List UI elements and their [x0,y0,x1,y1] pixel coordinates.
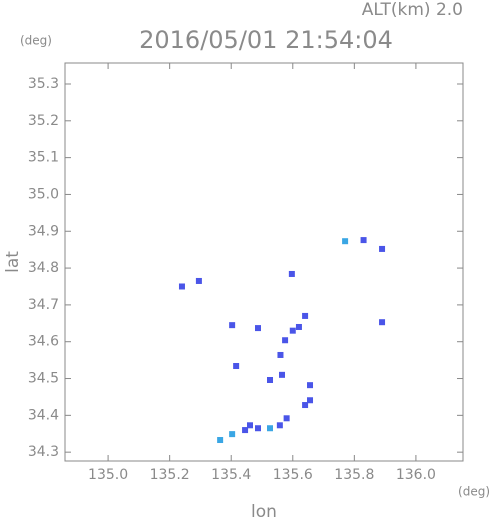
x-axis-label: lon [251,502,277,521]
y-tick-label: 35.2 [28,113,59,129]
y-tick-label: 34.8 [28,260,59,276]
echo-point [242,427,249,434]
echo-point [295,323,302,330]
echo-point [267,425,274,432]
y-tick-label: 34.5 [28,371,59,387]
subtitle: ALT(km) 2.0 [362,0,463,20]
x-tick-label: 135.4 [211,467,251,483]
echo-point [229,431,236,438]
echo-point [283,415,290,422]
chart-title: 2016/05/01 21:54:04 [139,26,393,54]
y-tick-label: 34.7 [28,297,59,313]
echo-point [282,337,289,344]
echo-point [217,437,224,444]
echo-point [246,422,253,429]
echo-point [360,237,367,244]
echo-point [307,382,314,389]
echo-point [254,325,261,332]
echo-point [379,319,386,326]
echo-point [379,245,386,252]
y-tick-label: 34.9 [28,223,59,239]
echo-point [254,425,261,432]
echo-point [233,363,240,370]
y-axis-label: lat [3,251,23,273]
plot-frame [64,62,464,462]
echo-point [302,402,309,409]
x-tick-label: 136.0 [396,467,436,483]
x-tick-label: 135.0 [88,467,128,483]
x-tick-label: 135.2 [150,467,190,483]
y-tick-label: 34.3 [28,444,59,460]
echo-point [195,277,202,284]
echo-point [302,312,309,319]
echo-point [279,371,286,378]
echo-point [229,322,236,329]
echo-point [289,327,296,334]
x-tick-label: 135.8 [334,467,374,483]
y-tick-label: 34.4 [28,407,59,423]
echo-point [276,422,283,429]
echo-point [307,397,314,404]
echo-point [277,351,284,358]
x-tick-label: 135.6 [273,467,313,483]
x-unit: (deg) [458,485,490,499]
y-unit: (deg) [20,34,52,48]
echo-point [267,377,274,384]
y-tick-label: 35.3 [28,76,59,92]
y-tick-label: 35.1 [28,150,59,166]
echo-point [288,270,295,277]
echo-point [342,238,349,245]
echo-point [178,283,185,290]
y-tick-label: 34.6 [28,334,59,350]
y-tick-label: 35.0 [28,186,59,202]
